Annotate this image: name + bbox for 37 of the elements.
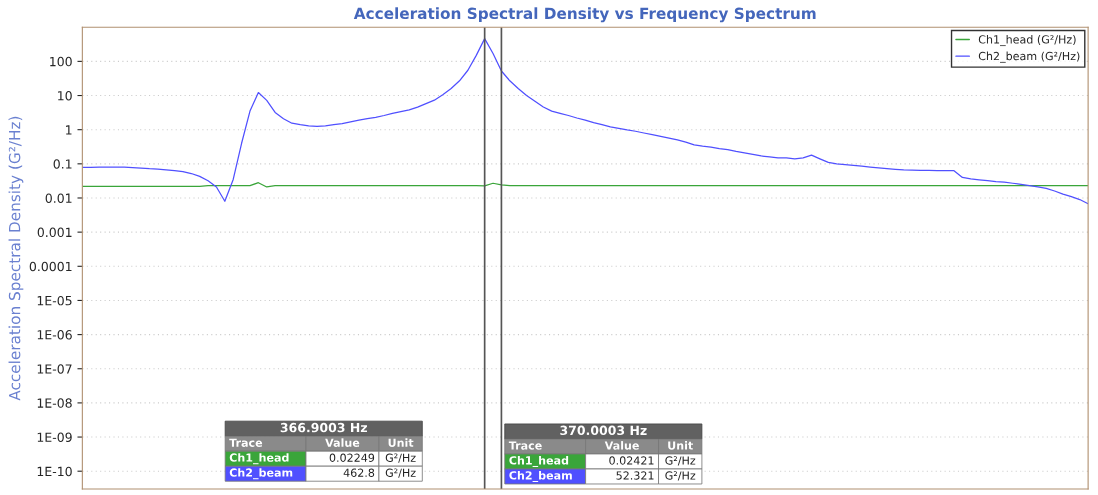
annotation: Ch2_beam [229,468,293,480]
y-tick-label: 1E-08 [37,398,72,408]
y-tick-label: 0.001 [37,227,72,238]
y-tick-label: 0.1 [53,159,72,169]
annotation: Trace [229,438,263,447]
annotation: Value [604,441,639,450]
annotation: Trace [508,441,542,450]
annotation: 52.321 [616,471,654,480]
annotation: Ch1_head [509,455,569,467]
annotation: 370.0003 Hz [560,425,647,436]
annotation: G²/Hz [665,456,696,466]
annotation: Unit [668,441,693,450]
annotation: 366.9003 Hz [280,422,367,433]
annotation: Ch1_head [229,453,289,465]
legend-label: Ch1_head (G²/Hz) [978,35,1076,47]
y-tick-label: 10 [58,91,72,101]
y-tick-label: 0.0001 [29,261,72,272]
y-tick-label: 1E-09 [37,432,72,442]
y-tick-label: 1 [66,125,72,135]
y-axis-title: Acceleration Spectral Density (G²/Hz) [8,116,24,401]
annotation: 0.02421 [609,456,654,465]
annotation: G²/Hz [385,468,416,478]
annotation: Ch2_beam [509,470,572,483]
chart-title: Acceleration Spectral Density vs Frequency Spectrum [353,7,816,23]
y-tick-label: 100 [50,56,72,67]
annotation: 462.8 [343,468,375,477]
annotation: 0.02249 [329,453,375,462]
annotation: G²/Hz [385,453,416,463]
y-tick-label: 1E-05 [37,295,72,306]
annotation: Value [325,438,360,447]
annotation: G²/Hz [665,471,696,481]
y-tick-label: 1E-07 [37,364,72,374]
y-tick-label: 0.01 [45,193,72,203]
y-tick-label: 1E-10 [37,466,72,477]
legend-label: Ch2_beam (G²/Hz) [978,51,1080,63]
annotation: Unit [388,438,414,447]
y-tick-label: 1E-06 [37,330,72,340]
